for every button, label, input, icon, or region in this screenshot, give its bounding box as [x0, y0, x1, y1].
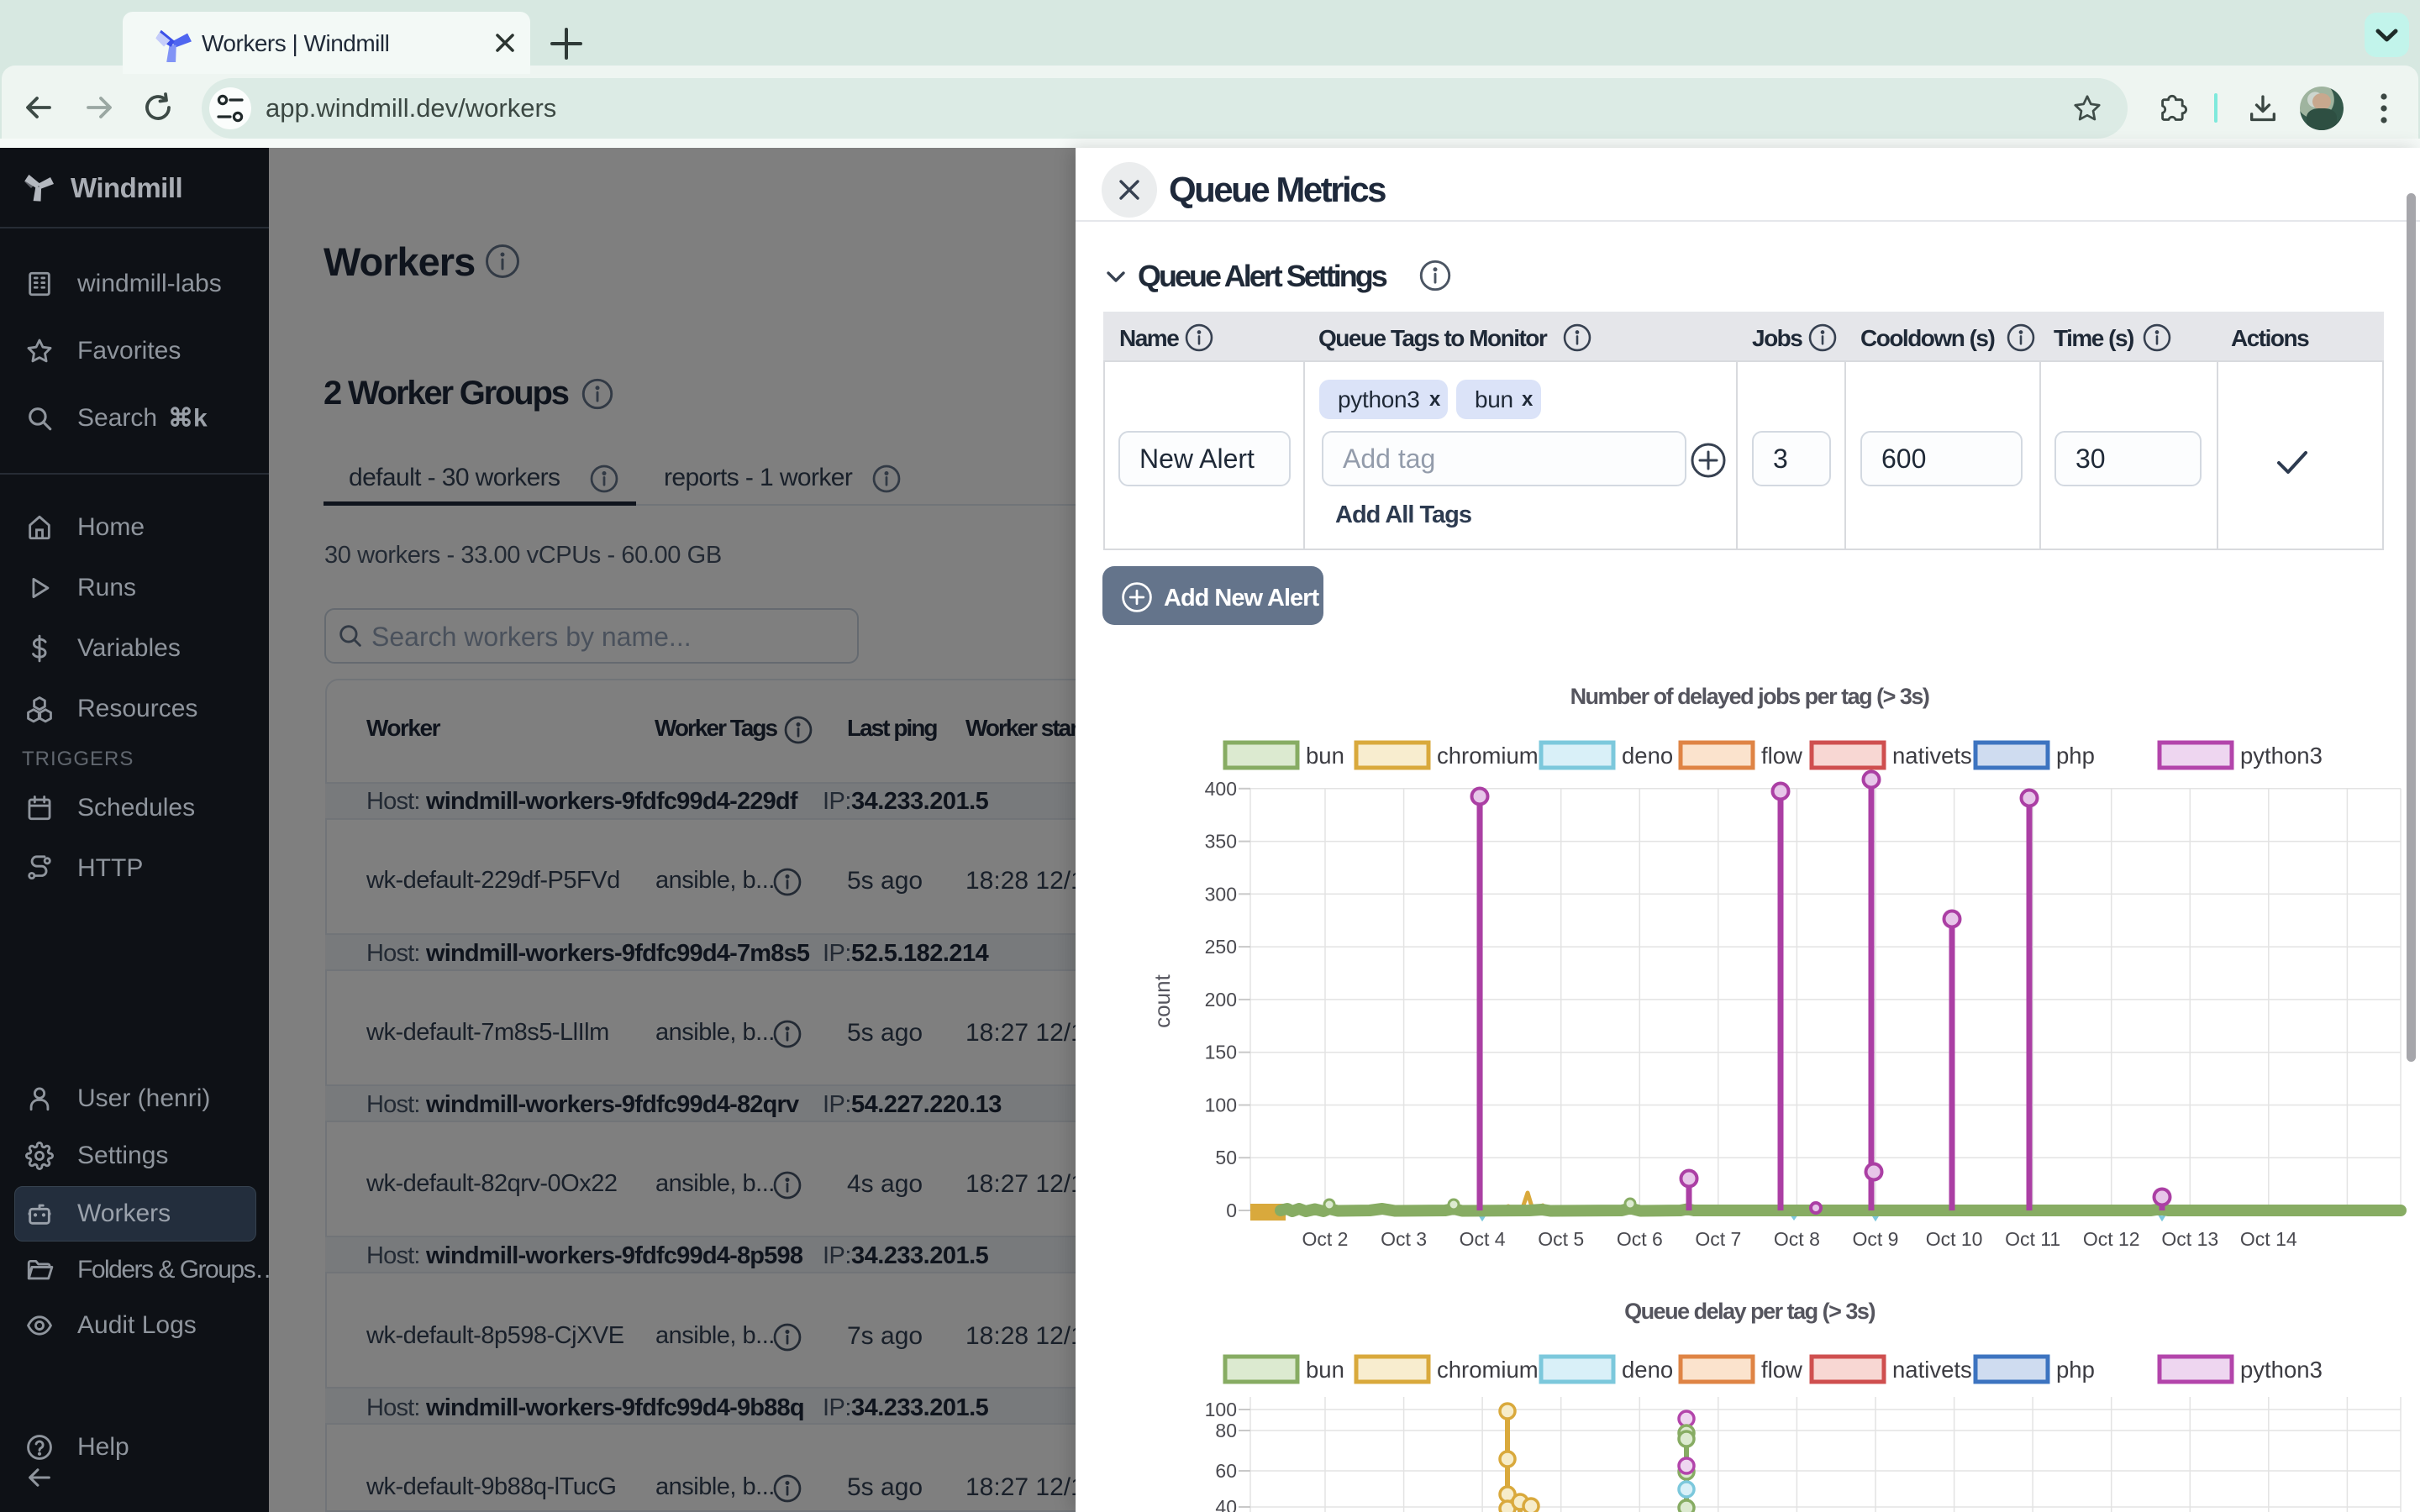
svg-text:80: 80 — [1215, 1420, 1237, 1441]
svg-text:Oct 2: Oct 2 — [1302, 1228, 1349, 1250]
svg-text:deno: deno — [1622, 1357, 1673, 1383]
svg-text:php: php — [2056, 1357, 2095, 1383]
svg-text:Oct 10: Oct 10 — [1926, 1228, 1983, 1250]
svg-text:100: 100 — [1205, 1095, 1237, 1116]
svg-text:250: 250 — [1205, 936, 1237, 958]
svg-text:Oct 5: Oct 5 — [1538, 1228, 1584, 1250]
svg-text:chromium: chromium — [1437, 1357, 1539, 1383]
svg-text:flow: flow — [1761, 1357, 1802, 1383]
svg-text:Oct 4: Oct 4 — [1460, 1228, 1506, 1250]
svg-text:150: 150 — [1205, 1042, 1237, 1063]
svg-text:Oct 13: Oct 13 — [2161, 1228, 2218, 1250]
svg-text:Oct 6: Oct 6 — [1617, 1228, 1663, 1250]
svg-text:flow: flow — [1761, 743, 1802, 769]
svg-text:Oct 8: Oct 8 — [1774, 1228, 1820, 1250]
svg-text:Oct 11: Oct 11 — [2005, 1228, 2060, 1250]
svg-text:Queue delay per tag (> 3s): Queue delay per tag (> 3s) — [1624, 1299, 1875, 1324]
svg-text:deno: deno — [1622, 743, 1673, 769]
svg-text:Oct 12: Oct 12 — [2083, 1228, 2140, 1250]
svg-text:nativets: nativets — [1892, 743, 1972, 769]
svg-text:Number of delayed jobs per tag: Number of delayed jobs per tag (> 3s) — [1570, 684, 1929, 709]
svg-text:350: 350 — [1205, 831, 1237, 853]
svg-text:count: count — [1150, 974, 1175, 1027]
svg-text:Oct 7: Oct 7 — [1695, 1228, 1741, 1250]
svg-text:bun: bun — [1306, 743, 1344, 769]
svg-text:40: 40 — [1215, 1496, 1237, 1512]
svg-text:0: 0 — [1226, 1200, 1237, 1221]
svg-text:chromium: chromium — [1437, 743, 1539, 769]
svg-text:python3: python3 — [2240, 1357, 2323, 1383]
svg-text:bun: bun — [1306, 1357, 1344, 1383]
svg-text:python3: python3 — [2240, 743, 2323, 769]
svg-text:400: 400 — [1205, 778, 1237, 800]
svg-text:Oct 9: Oct 9 — [1853, 1228, 1899, 1250]
svg-text:300: 300 — [1205, 883, 1237, 905]
svg-text:60: 60 — [1215, 1460, 1237, 1482]
svg-text:200: 200 — [1205, 989, 1237, 1011]
svg-text:Oct 3: Oct 3 — [1381, 1228, 1427, 1250]
svg-text:50: 50 — [1215, 1147, 1237, 1168]
svg-text:100: 100 — [1205, 1399, 1237, 1420]
svg-text:Oct 14: Oct 14 — [2240, 1228, 2297, 1250]
svg-text:php: php — [2056, 743, 2095, 769]
svg-text:nativets: nativets — [1892, 1357, 1972, 1383]
